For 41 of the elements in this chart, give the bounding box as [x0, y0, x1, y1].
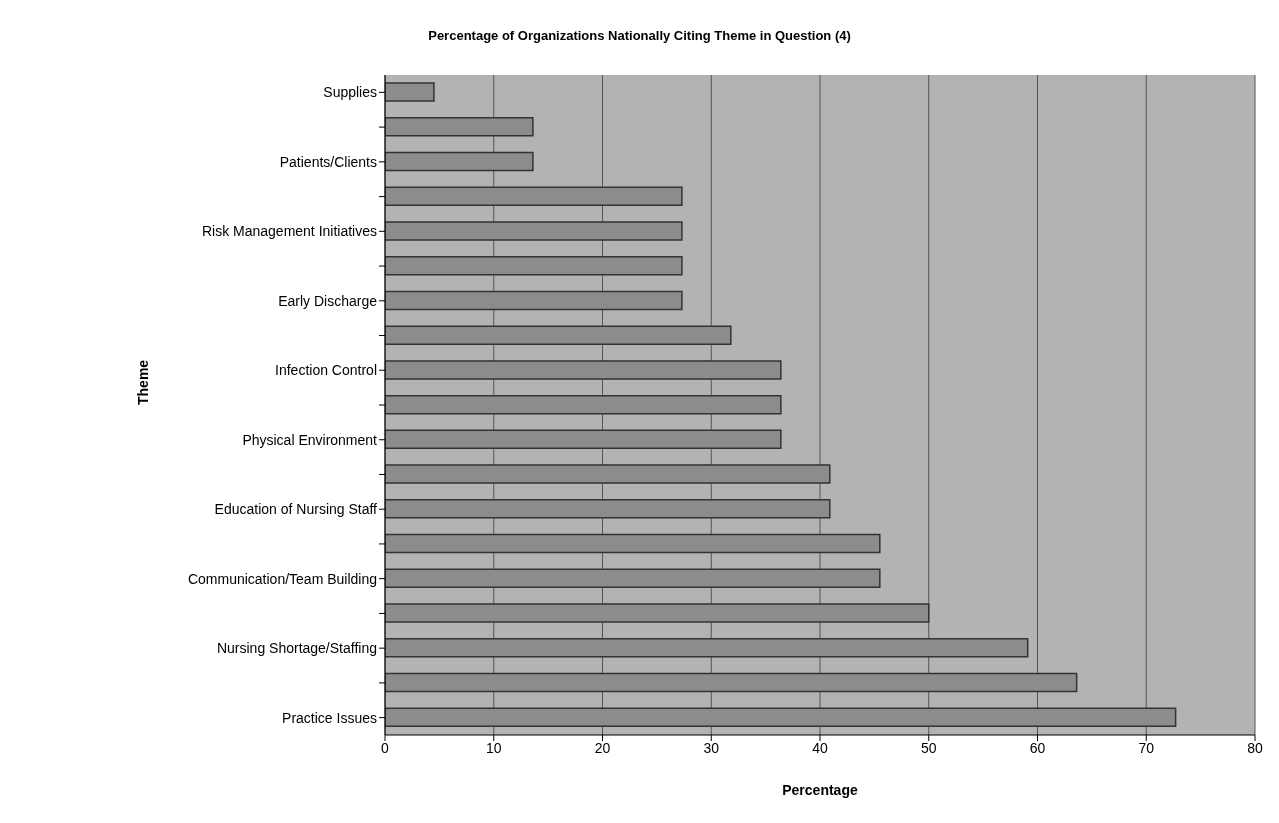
y-tick-label: Education of Nursing Staff — [214, 501, 378, 518]
bar — [385, 672, 1078, 693]
x-axis-title: Percentage — [782, 782, 858, 798]
x-tick-label: 10 — [485, 739, 502, 756]
x-tick-label: 50 — [920, 739, 937, 756]
x-tick-label: 40 — [812, 739, 828, 756]
bar — [385, 707, 1177, 728]
bar — [385, 533, 881, 554]
bar — [385, 82, 435, 102]
y-tick-label: Nursing Shortage/Staffing — [216, 640, 377, 657]
x-tick-label: 30 — [703, 739, 720, 756]
bar — [385, 325, 732, 345]
bar — [385, 429, 782, 450]
bar — [385, 221, 683, 241]
bar — [385, 568, 881, 589]
y-tick-label: Physical Environment — [242, 431, 378, 448]
x-tick-label: 60 — [1029, 739, 1046, 756]
y-tick-label: Infection Control — [275, 362, 377, 379]
y-tick-label: Communication/Team Building — [187, 570, 377, 587]
y-tick-label: Practice Issues — [282, 709, 377, 726]
x-tick-label: 80 — [1247, 739, 1263, 756]
chart-title: Percentage of Organizations Nationally Citing Theme in Question (4) — [427, 28, 852, 43]
y-tick-label: Early Discharge — [278, 292, 378, 309]
bar — [385, 360, 782, 380]
y-tick-label: Risk Management Initiatives — [201, 223, 377, 240]
y-tick-label: Patients/Clients — [279, 153, 377, 170]
bar — [385, 255, 683, 276]
bar — [385, 499, 831, 519]
bar — [385, 116, 534, 137]
x-tick-label: 70 — [1138, 739, 1155, 756]
y-tick-label: Supplies — [323, 84, 377, 101]
bar — [385, 151, 534, 172]
bar — [385, 290, 683, 311]
bar — [385, 394, 782, 415]
x-tick-label: 20 — [594, 739, 611, 756]
bar — [385, 638, 1029, 658]
bar — [385, 464, 831, 484]
bar — [385, 603, 930, 623]
bar — [385, 186, 683, 206]
x-tick-label: 0 — [381, 739, 390, 756]
y-axis-title: Theme — [134, 359, 151, 405]
